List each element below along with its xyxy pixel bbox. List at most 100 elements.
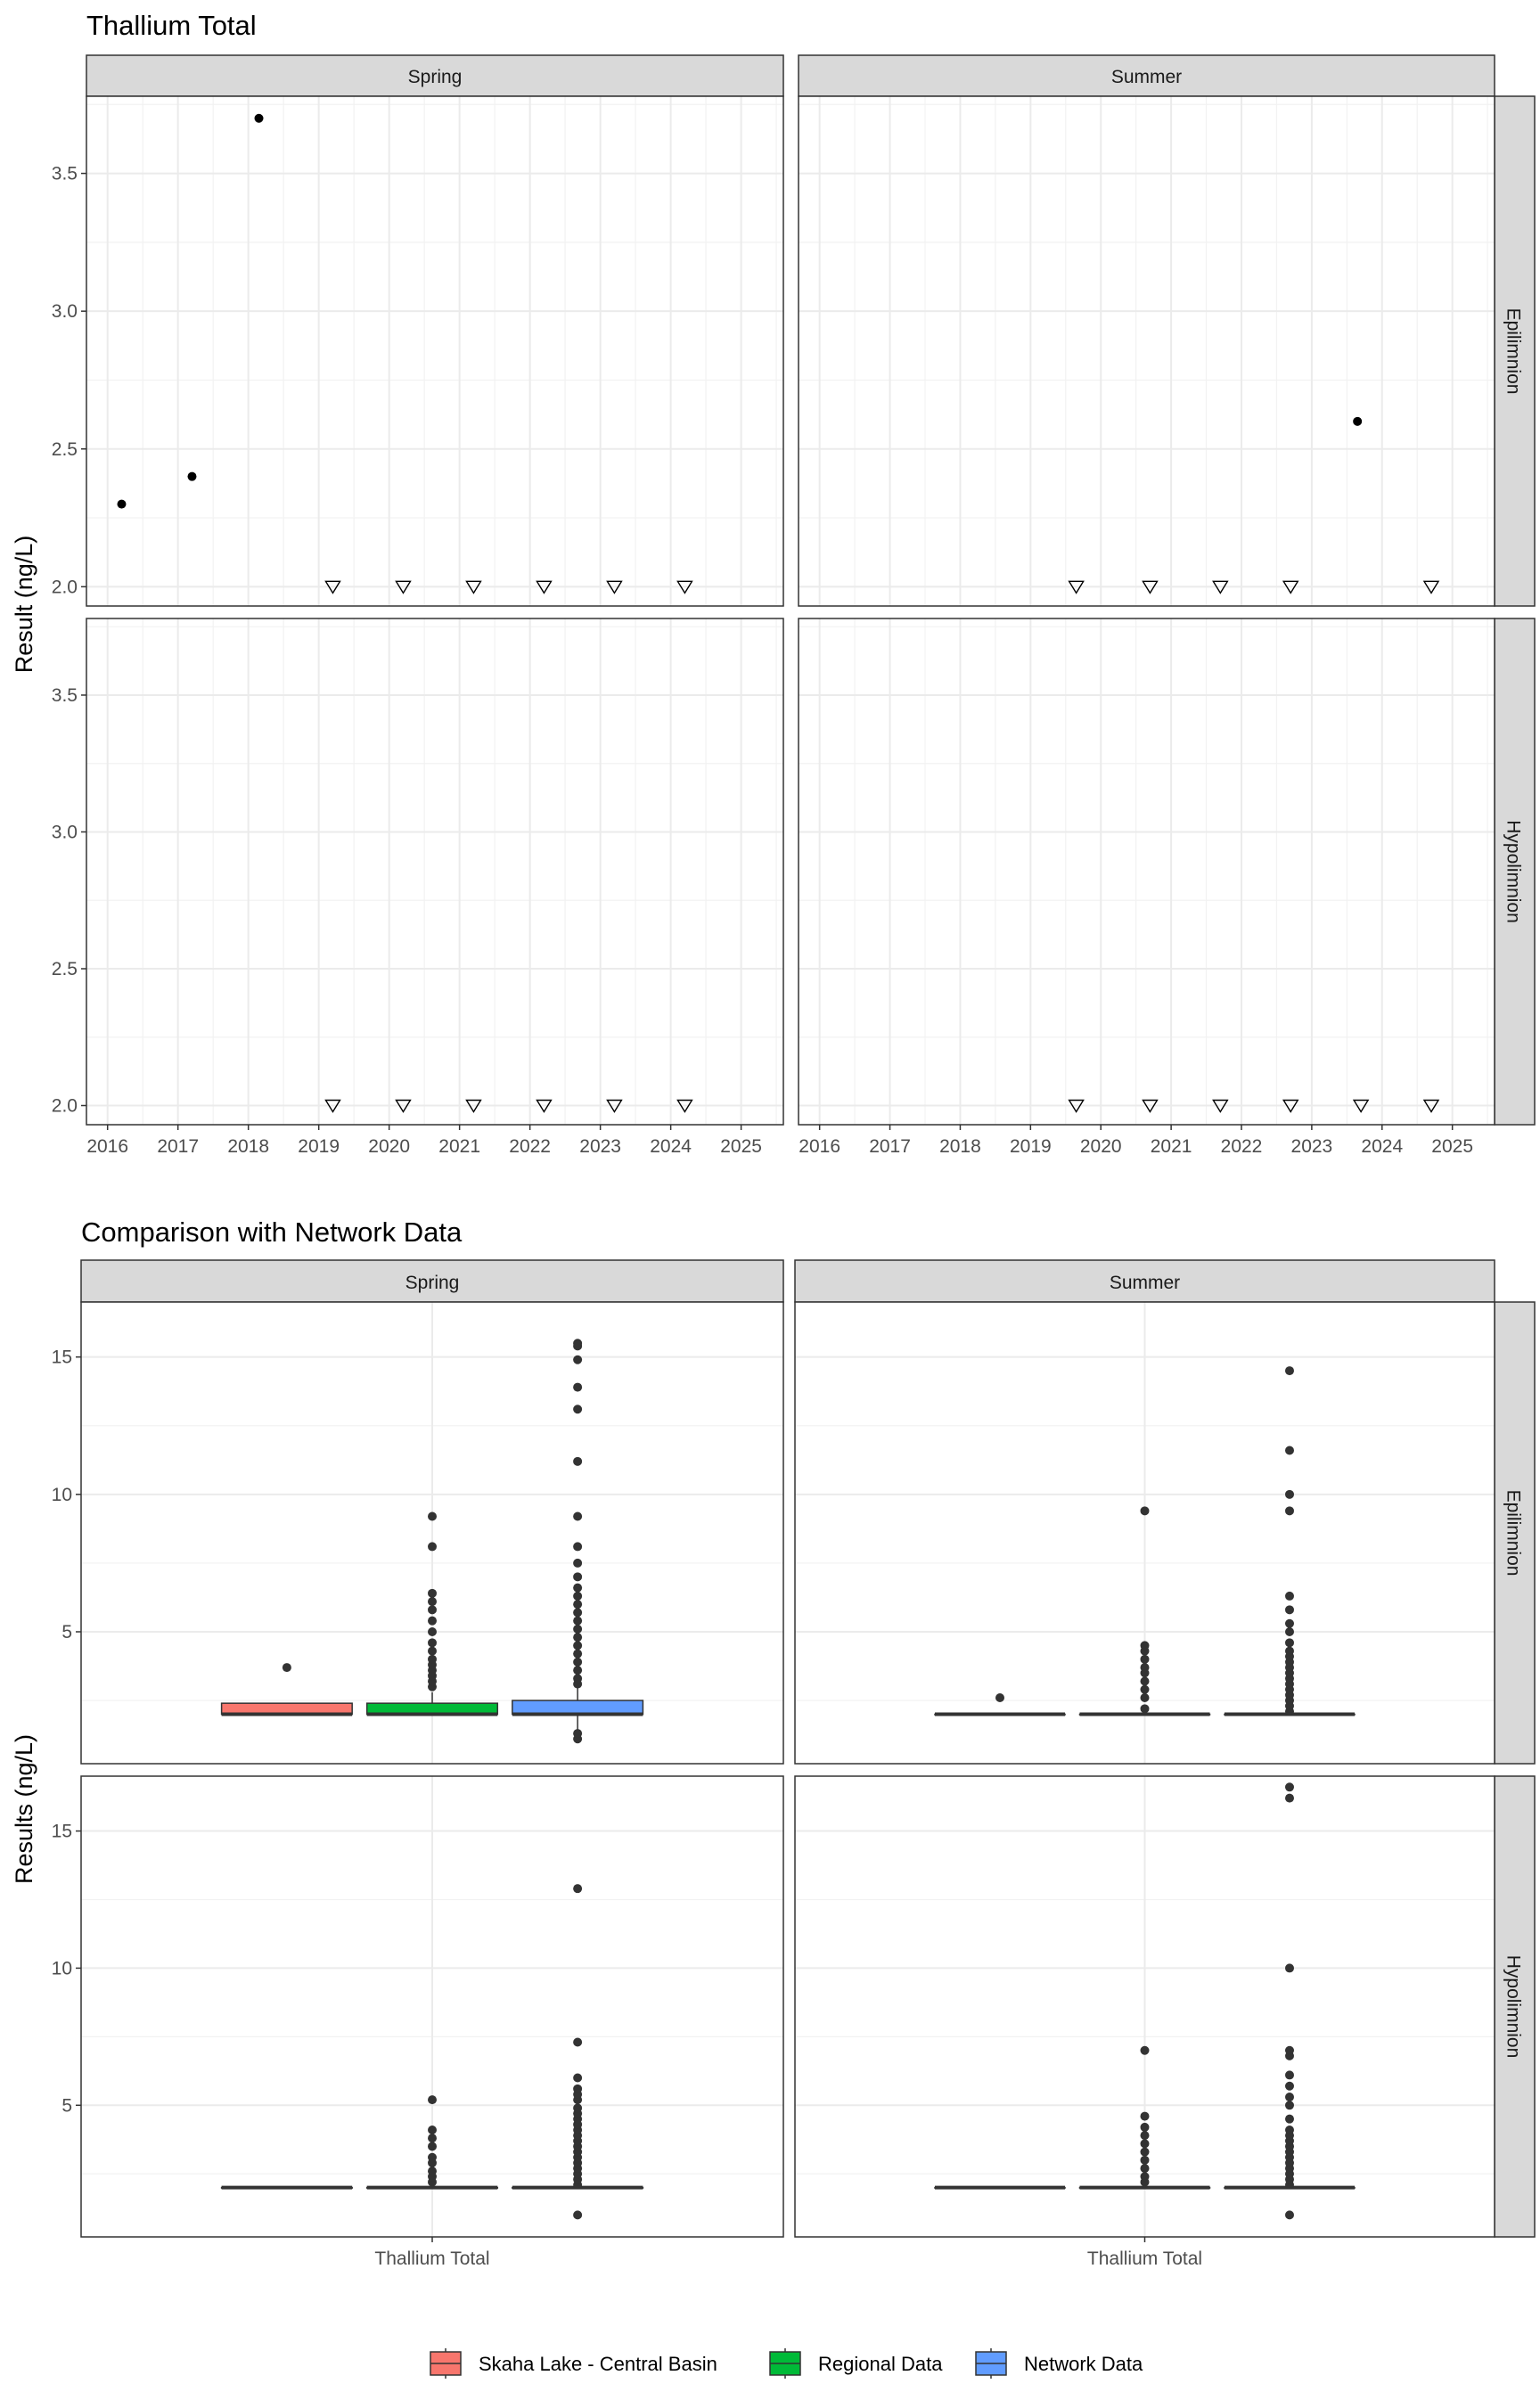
- chart-1-panel-spring-epilimnion-background: [86, 96, 783, 606]
- chart-1-strip-label-hypolimnion: Hypolimnion: [1503, 820, 1524, 923]
- chart-2-panel-summer-epilimnion-border: [794, 1301, 1495, 1765]
- box-outlier-point: [573, 2037, 583, 2047]
- chart-1-panel-summer-hypolimnion-border: [798, 618, 1495, 1126]
- chart-1-y-tick-label: 3.0: [52, 301, 78, 322]
- chart-1-panel-spring-epilimnion: [86, 95, 784, 607]
- box-network-data: [512, 1884, 644, 2220]
- box-outlier-point: [1284, 1793, 1294, 1803]
- box-outlier-point: [428, 2134, 437, 2143]
- legend-label: Network Data: [1024, 2353, 1143, 2375]
- chart-2-strip-label-summer: Summer: [1110, 1273, 1180, 1293]
- box-outlier-point: [573, 1616, 583, 1626]
- chart-2-y-tick-label: 5: [61, 1622, 72, 1642]
- box-outlier-point: [1284, 1618, 1294, 1628]
- box-outlier-point: [573, 1558, 583, 1568]
- box-outlier-point: [573, 1633, 583, 1642]
- chart-1-x-tick-label: 2018: [939, 1136, 981, 1157]
- box-regional-data: [365, 1511, 499, 1716]
- box-outlier-point: [1284, 1446, 1294, 1455]
- chart-1-x-tick-label: 2023: [1291, 1136, 1333, 1157]
- box-outlier-point: [1284, 2045, 1294, 2055]
- legend-label: Skaha Lake - Central Basin: [479, 2353, 717, 2375]
- chart-2-strip-hypolimnion: [1494, 1775, 1536, 2238]
- below-detection-point: [1282, 580, 1299, 594]
- box-outlier-point: [1140, 2131, 1150, 2141]
- box-outlier-point: [573, 1591, 583, 1601]
- box-outlier-point: [428, 1597, 437, 1607]
- box-outlier-point: [1140, 2155, 1150, 2165]
- box-outlier-point: [1284, 1646, 1294, 1656]
- chart-2-y-tick-label: 15: [52, 1347, 72, 1368]
- chart-2-strip-label-epilimnion: Epilimnion: [1503, 1490, 1524, 1577]
- chart-1-strip-spring: [86, 54, 784, 97]
- chart-1-y-tick-label: 2.0: [52, 1096, 78, 1117]
- below-detection-point: [465, 1099, 482, 1113]
- box-outlier-point: [428, 1627, 437, 1636]
- below-detection-point: [606, 1099, 623, 1113]
- below-detection-point: [1212, 1099, 1229, 1113]
- box-outlier-point: [573, 2073, 583, 2083]
- box-skaha-lake-central-basin: [934, 1693, 1066, 1716]
- chart-1-x-tick-label: 2018: [227, 1136, 269, 1157]
- chart-2-panel-spring-epilimnion-border: [80, 1301, 784, 1765]
- box-outlier-point: [428, 2152, 437, 2162]
- below-detection-point: [324, 580, 341, 594]
- below-detection-point: [676, 1099, 693, 1113]
- box-outlier-point: [1140, 1506, 1150, 1516]
- box-outlier-point: [428, 1654, 437, 1664]
- chart-2-strip-label-spring: Spring: [405, 1273, 460, 1293]
- chart-1-y-tick-label: 3.0: [52, 822, 78, 842]
- box-network-data: [512, 1339, 644, 1744]
- chart-2-x-tick-label: Thallium Total: [1087, 2248, 1202, 2269]
- box-outlier-point: [573, 1511, 583, 1521]
- box-outlier-point: [1284, 1627, 1294, 1636]
- box-outlier-point: [1284, 1638, 1294, 1648]
- box-outlier-point: [1284, 1506, 1294, 1516]
- chart-1-x-tick-label: 2025: [720, 1136, 762, 1157]
- box-outlier-point: [1284, 2210, 1294, 2220]
- below-detection-point: [1068, 1099, 1085, 1113]
- below-detection-point: [395, 1099, 412, 1113]
- legend-item-skaha-lake-central-basin: Skaha Lake - Central Basin: [430, 2348, 717, 2379]
- chart-1-x-tick-label: 2017: [157, 1136, 199, 1157]
- box-outlier-point: [1284, 2093, 1294, 2102]
- box-outlier-point: [573, 1641, 583, 1651]
- chart-2-y-tick-label: 15: [52, 1822, 72, 1842]
- chart-2-strip-epilimnion: [1494, 1301, 1536, 1765]
- below-detection-point: [1212, 580, 1229, 594]
- chart-2-panel-summer-hypolimnion: [794, 1775, 1495, 2238]
- box-outlier-point: [1140, 1693, 1150, 1702]
- chart-1-strip-label-summer: Summer: [1111, 67, 1182, 87]
- panels-layer: Spring Summer Epilimnion Hypolimnion 2.0 2.5 3…: [52, 54, 1536, 2269]
- below-detection-point: [395, 580, 412, 594]
- box-outlier-point: [573, 2084, 583, 2093]
- box-outlier-point: [1140, 2172, 1150, 2182]
- box-outlier-point: [1284, 1782, 1294, 1792]
- detected-point: [254, 113, 264, 123]
- box-outlier-point: [573, 1649, 583, 1659]
- box-regional-data: [365, 2095, 499, 2190]
- box-outlier-point: [573, 1456, 583, 1466]
- box-outlier-point: [428, 1646, 437, 1656]
- chart-1-x-tick-label: 2023: [579, 1136, 621, 1157]
- box-outlier-point: [573, 1583, 583, 1593]
- box-outlier-point: [573, 1382, 583, 1392]
- chart-1-y-tick-label: 3.5: [52, 685, 78, 706]
- box-outlier-point: [1140, 2147, 1150, 2157]
- detected-point: [117, 499, 127, 509]
- legend-label: Regional Data: [818, 2353, 943, 2375]
- chart-1-y-tick-label: 2.5: [52, 959, 78, 979]
- box-outlier-point: [1140, 1654, 1150, 1664]
- chart-2-x-tick-label: Thallium Total: [374, 2248, 489, 2269]
- chart-2-title: Comparison with Network Data: [81, 1216, 463, 1248]
- box-outlier-point: [573, 1729, 583, 1739]
- box-outlier-point: [1140, 2122, 1150, 2132]
- chart-1-x-tick-label: 2016: [799, 1136, 840, 1157]
- chart-2-y-tick-label: 10: [52, 1958, 72, 1978]
- box-outlier-point: [1284, 1366, 1294, 1376]
- box-outlier-point: [1284, 2101, 1294, 2110]
- chart-1-x-tick-label: 2017: [869, 1136, 911, 1157]
- below-detection-point: [1142, 1099, 1159, 1113]
- box-outlier-point: [573, 2103, 583, 2113]
- box-outlier-point: [573, 1572, 583, 1582]
